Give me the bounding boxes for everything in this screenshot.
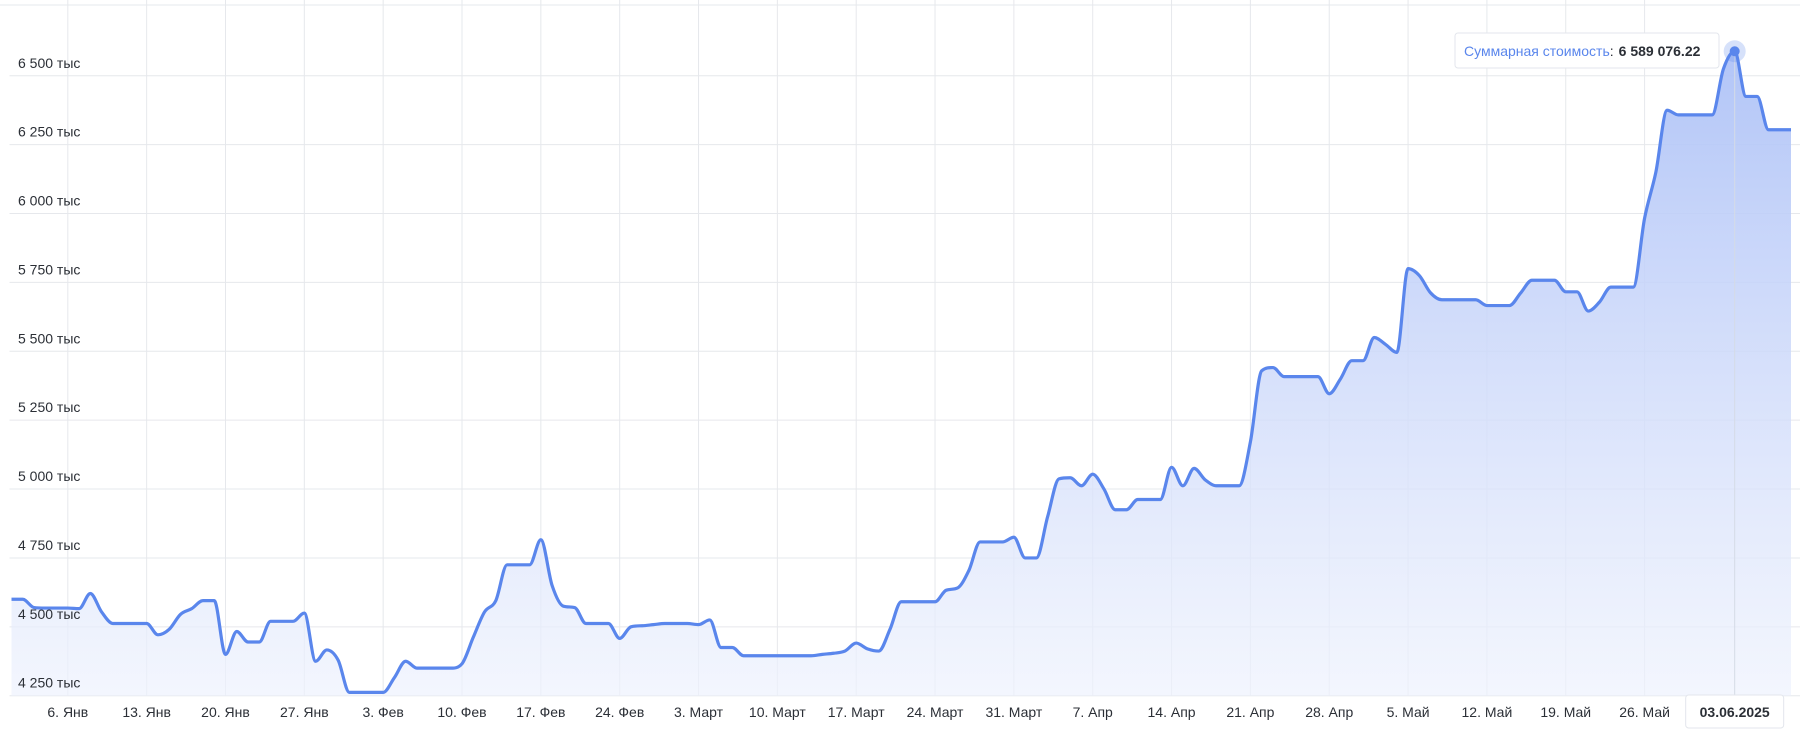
x-tick-label: 24. Март xyxy=(907,704,964,720)
tooltip-separator: : xyxy=(1610,43,1614,59)
x-tick-label: 12. Май xyxy=(1462,704,1513,720)
tooltip-text: Суммарная стоимость: 6 589 076.22 xyxy=(1464,43,1701,59)
y-tick-label: 5 750 тыс xyxy=(18,261,80,277)
x-tick-label: 27. Янв xyxy=(280,704,329,720)
x-tick-label: 19. Май xyxy=(1540,704,1591,720)
x-tick-label: 31. Март xyxy=(985,704,1042,720)
x-tick-label: 14. Апр xyxy=(1148,704,1196,720)
x-tick-label: 13. Янв xyxy=(122,704,171,720)
labels: 4 250 тыс 4 500 тыс 4 750 тыс 5 000 тыс 5 25… xyxy=(18,32,1785,729)
line xyxy=(11,49,1791,694)
x-tick-label: 24. Фев xyxy=(595,704,644,720)
tooltip-value: 6 589 076.22 xyxy=(1619,43,1701,59)
x-tick-label: 10. Фев xyxy=(437,704,486,720)
y-tick-label: 6 000 тыс xyxy=(18,193,80,209)
tooltip-box xyxy=(1454,32,1720,69)
x-tick-label: 20. Янв xyxy=(201,704,250,720)
y-tick-label: 4 750 тыс xyxy=(18,537,80,553)
date-badge xyxy=(1685,694,1785,729)
x-tick-label: 17. Фев xyxy=(516,704,565,720)
x-tick-label: 6. Янв xyxy=(47,704,88,720)
y-tick-label: 4 500 тыс xyxy=(18,606,80,622)
y-tick-label: 5 000 тыс xyxy=(18,468,80,484)
date-badge-text: 03.06.2025 xyxy=(1700,704,1770,720)
x-tick-label: 5. Май xyxy=(1387,704,1430,720)
y-tick-label: 5 500 тыс xyxy=(18,330,80,346)
x-tick-label: 10. Март xyxy=(749,704,806,720)
y-tick-label: 5 250 тыс xyxy=(18,399,80,415)
y-tick-label: 4 250 тыс xyxy=(18,675,80,691)
plot xyxy=(11,40,1791,696)
x-tick-label: 26. Май xyxy=(1619,704,1670,720)
x-tick-label: 3. Фев xyxy=(362,704,403,720)
y-tick-label: 6 250 тыс xyxy=(18,124,80,140)
hover-point xyxy=(1729,46,1740,57)
y-tick-label: 6 500 тыс xyxy=(18,55,80,71)
x-tick-label: 28. Апр xyxy=(1305,704,1353,720)
area xyxy=(11,51,1791,696)
x-tick-label: 21. Апр xyxy=(1226,704,1274,720)
tooltip-label: Суммарная стоимость xyxy=(1464,43,1610,59)
x-tick-label: 17. Март xyxy=(828,704,885,720)
x-tick-label: 3. Март xyxy=(674,704,724,720)
x-tick-label: 7. Апр xyxy=(1073,704,1113,720)
